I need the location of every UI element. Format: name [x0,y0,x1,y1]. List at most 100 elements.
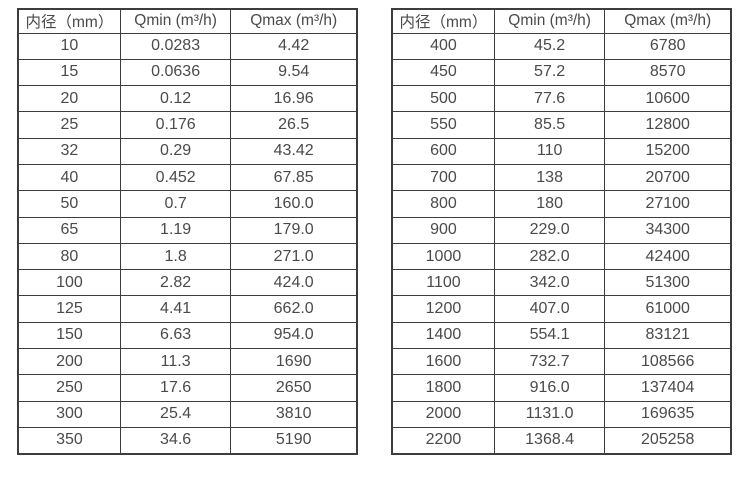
cell-qmax: 9.54 [230,58,358,87]
cell-qmax: 10600 [604,85,732,113]
header-diameter: 内径（mm） [17,8,121,34]
table-row: 350 34.6 5190 [17,426,358,455]
table-row: 80 1.8 271.0 [17,242,358,271]
header-qmax: Qmax (m³/h) [230,8,358,34]
cell-diameter: 200 [17,348,121,376]
cell-qmax: 169635 [604,400,732,428]
table-row: 700 138 20700 [391,163,732,192]
cell-qmax: 160.0 [230,190,358,218]
cell-diameter: 2000 [391,400,495,428]
cell-diameter: 50 [17,190,121,218]
table-row: 1600 732.7 108566 [391,348,732,376]
table-row: 65 1.19 179.0 [17,216,358,244]
table-row: 1100 342.0 51300 [391,269,732,297]
cell-qmax: 179.0 [230,216,358,244]
cell-qmin: 1368.4 [493,426,606,455]
cell-diameter: 550 [391,111,495,139]
cell-qmin: 138 [493,163,606,192]
cell-diameter: 25 [17,111,121,139]
cell-qmin: 11.3 [119,348,232,376]
cell-qmax: 67.85 [230,163,358,192]
table-row: 1200 407.0 61000 [391,295,732,323]
table-row: 150 6.63 954.0 [17,321,358,350]
cell-diameter: 1800 [391,374,495,402]
cell-diameter: 250 [17,374,121,402]
cell-qmax: 2650 [230,374,358,402]
cell-qmax: 6780 [604,32,732,60]
cell-diameter: 40 [17,163,121,192]
cell-qmax: 15200 [604,137,732,165]
cell-diameter: 500 [391,85,495,113]
cell-diameter: 15 [17,58,121,87]
cell-qmin: 1.8 [119,242,232,271]
cell-diameter: 80 [17,242,121,271]
cell-qmin: 2.82 [119,269,232,297]
cell-qmin: 732.7 [493,348,606,376]
cell-diameter: 150 [17,321,121,350]
cell-qmax: 43.42 [230,137,358,165]
table-row: 25 0.176 26.5 [17,111,358,139]
cell-qmax: 27100 [604,190,732,218]
table-row: 500 77.6 10600 [391,85,732,113]
cell-qmin: 0.0283 [119,32,232,60]
header-qmin: Qmin (m³/h) [119,8,232,34]
cell-qmin: 25.4 [119,400,232,428]
cell-diameter: 20 [17,85,121,113]
cell-qmin: 342.0 [493,269,606,297]
cell-diameter: 450 [391,58,495,87]
table-row: 50 0.7 160.0 [17,190,358,218]
table-row: 1000 282.0 42400 [391,242,732,271]
cell-qmax: 83121 [604,321,732,350]
cell-qmin: 229.0 [493,216,606,244]
cell-diameter: 600 [391,137,495,165]
header-diameter: 内径（mm） [391,8,495,34]
table-row: 125 4.41 662.0 [17,295,358,323]
cell-qmax: 3810 [230,400,358,428]
cell-qmin: 85.5 [493,111,606,139]
cell-diameter: 1600 [391,348,495,376]
cell-qmin: 45.2 [493,32,606,60]
table-row: 2200 1368.4 205258 [391,426,732,455]
cell-qmax: 662.0 [230,295,358,323]
table-header-row: 内径（mm） Qmin (m³/h) Qmax (m³/h) [17,8,358,34]
cell-diameter: 1000 [391,242,495,271]
cell-diameter: 65 [17,216,121,244]
cell-qmax: 424.0 [230,269,358,297]
table-row: 900 229.0 34300 [391,216,732,244]
table-row: 100 2.82 424.0 [17,269,358,297]
cell-diameter: 125 [17,295,121,323]
cell-qmin: 0.0636 [119,58,232,87]
cell-diameter: 800 [391,190,495,218]
cell-qmin: 57.2 [493,58,606,87]
cell-qmax: 16.96 [230,85,358,113]
header-qmin: Qmin (m³/h) [493,8,606,34]
cell-qmin: 34.6 [119,426,232,455]
cell-qmin: 180 [493,190,606,218]
cell-diameter: 350 [17,426,121,455]
cell-qmin: 0.12 [119,85,232,113]
cell-qmax: 205258 [604,426,732,455]
cell-qmax: 51300 [604,269,732,297]
cell-qmax: 8570 [604,58,732,87]
cell-qmax: 12800 [604,111,732,139]
cell-diameter: 10 [17,32,121,60]
cell-qmin: 110 [493,137,606,165]
table-row: 40 0.452 67.85 [17,163,358,192]
cell-qmin: 6.63 [119,321,232,350]
cell-qmin: 17.6 [119,374,232,402]
table-row: 600 110 15200 [391,137,732,165]
table-row: 1800 916.0 137404 [391,374,732,402]
cell-diameter: 100 [17,269,121,297]
cell-diameter: 400 [391,32,495,60]
table-row: 550 85.5 12800 [391,111,732,139]
cell-qmin: 0.176 [119,111,232,139]
cell-qmax: 5190 [230,426,358,455]
table-row: 15 0.0636 9.54 [17,58,358,87]
table-row: 32 0.29 43.42 [17,137,358,165]
cell-qmax: 4.42 [230,32,358,60]
cell-qmax: 42400 [604,242,732,271]
table-row: 400 45.2 6780 [391,32,732,60]
table-row: 200 11.3 1690 [17,348,358,376]
flow-table-right: 内径（mm） Qmin (m³/h) Qmax (m³/h) 400 45.2 6780… [391,8,732,455]
